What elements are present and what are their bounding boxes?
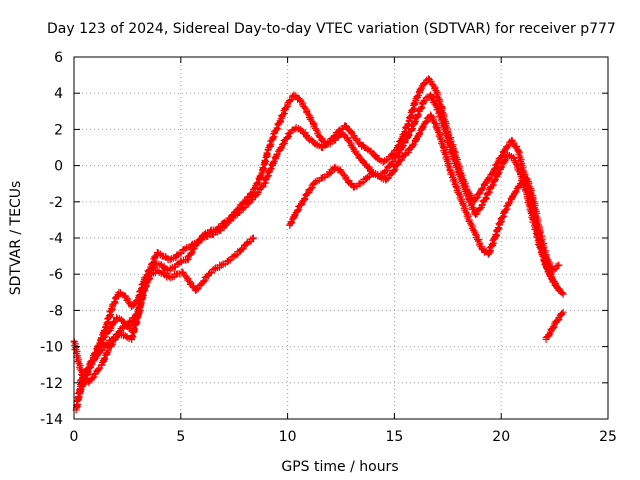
- x-tick-label: 25: [599, 429, 617, 445]
- y-tick-label: 0: [54, 159, 63, 175]
- y-tick-label: -2: [49, 195, 63, 211]
- grid: [74, 57, 608, 419]
- y-tick-label: 4: [54, 86, 63, 102]
- y-tick-label: -12: [40, 376, 63, 392]
- chart-title: Day 123 of 2024, Sidereal Day-to-day VTE…: [47, 21, 616, 37]
- y-tick-label: -6: [49, 267, 63, 283]
- series-track-2: [74, 91, 563, 401]
- series-markers: [76, 111, 563, 385]
- y-tick-label: -14: [40, 412, 63, 428]
- data-points: [70, 75, 567, 414]
- series-markers: [74, 91, 563, 401]
- y-tick-label: 2: [54, 122, 63, 138]
- x-tick-label: 5: [176, 429, 185, 445]
- y-tick-label: -4: [49, 231, 63, 247]
- x-tick-label: 20: [492, 429, 510, 445]
- y-tick-label: 6: [54, 50, 63, 66]
- y-tick-label: -10: [40, 340, 63, 356]
- y-tick-label: -8: [49, 303, 63, 319]
- x-axis-label: GPS time / hours: [281, 459, 398, 475]
- x-tick-label: 15: [385, 429, 403, 445]
- axis-ticks: 0 5 10 15 20 25 -14 -12 -10 -8 -6 -4 -2 0 2 4 6: [40, 50, 617, 445]
- x-tick-label: 10: [279, 429, 297, 445]
- y-axis-label: SDTVAR / TECUs: [8, 181, 24, 296]
- series-track-3: [76, 111, 563, 385]
- x-tick-label: 0: [70, 429, 79, 445]
